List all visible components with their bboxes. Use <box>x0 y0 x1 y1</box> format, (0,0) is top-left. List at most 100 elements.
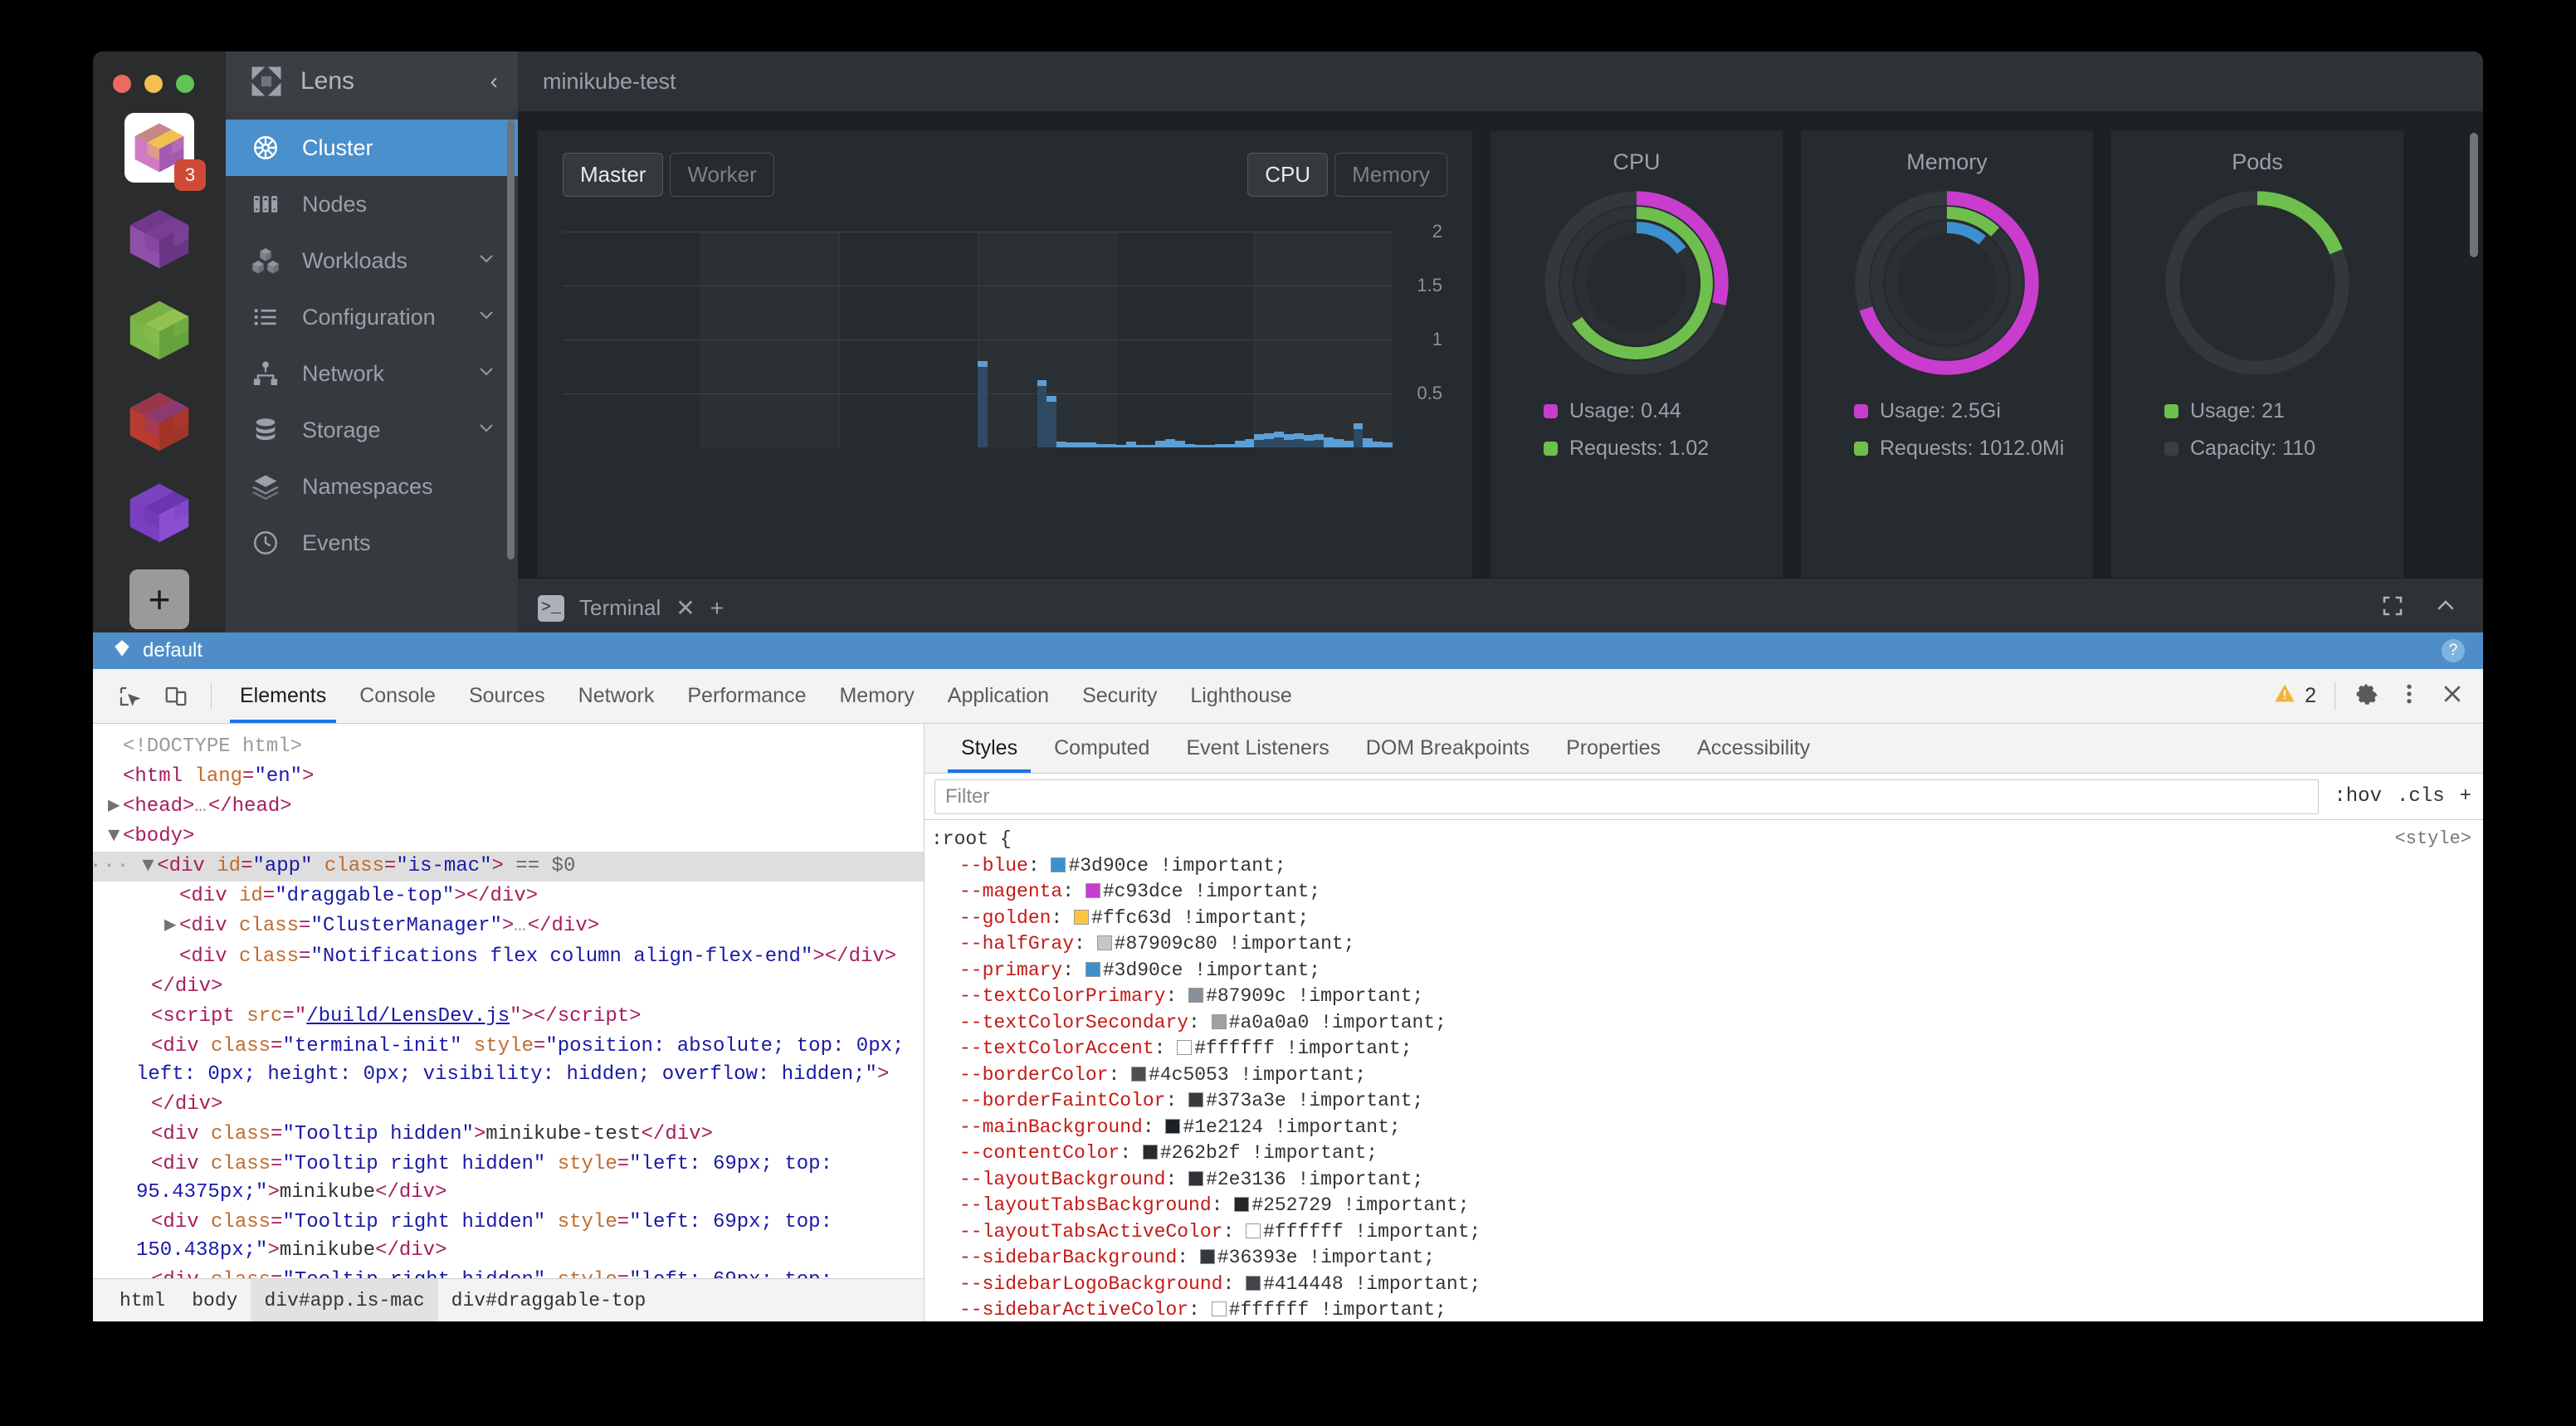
dom-tree-node[interactable]: <div class="terminal-init" style="positi… <box>136 1034 916 1086</box>
css-property-name[interactable]: --primary <box>959 959 1063 981</box>
css-property-value[interactable]: #a0a0a0 !important; <box>1228 1011 1447 1033</box>
dom-tree-node[interactable]: <div id="draggable-top"></div> <box>179 885 539 908</box>
tab-console[interactable]: Console <box>359 684 436 707</box>
css-property-name[interactable]: --borderColor <box>959 1063 1109 1086</box>
cluster-icon-3[interactable] <box>124 295 194 365</box>
css-property-name[interactable]: --sidebarLogoBackground <box>959 1272 1223 1295</box>
dom-tree-node[interactable]: <div class="Notifications flex column al… <box>179 945 897 968</box>
styles-tab-accessibility[interactable]: Accessibility <box>1697 736 1811 759</box>
css-declaration[interactable]: --layoutBackground: #2e3136 !important; <box>959 1168 1424 1190</box>
tab-network[interactable]: Network <box>578 684 655 707</box>
css-property-value[interactable]: #ffffff !important; <box>1194 1038 1412 1059</box>
sidebar-item-namespaces[interactable]: Namespaces <box>226 458 518 515</box>
css-declaration[interactable]: --mainBackground: #1e2124 !important; <box>959 1116 1401 1138</box>
minimize-window-button[interactable] <box>144 75 163 93</box>
add-cluster-button[interactable]: + <box>129 569 189 629</box>
color-swatch[interactable] <box>1165 1118 1181 1134</box>
tab-performance[interactable]: Performance <box>687 684 807 707</box>
cpu-button[interactable]: CPU <box>1247 153 1329 197</box>
css-property-name[interactable]: --layoutBackground <box>959 1168 1166 1190</box>
css-property-name[interactable]: --textColorSecondary <box>959 1011 1189 1033</box>
css-property-value[interactable]: #c93dce !important; <box>1102 881 1321 902</box>
expand-twisty[interactable]: ▼ <box>142 855 154 878</box>
chevron-down-icon[interactable] <box>476 361 496 386</box>
css-property-value[interactable]: #87909c !important; <box>1206 985 1424 1007</box>
tab-lighthouse[interactable]: Lighthouse <box>1190 684 1292 707</box>
chevron-down-icon[interactable] <box>476 305 496 330</box>
css-property-value[interactable]: #ffffff !important; <box>1263 1220 1481 1243</box>
css-property-name[interactable]: --sidebarBackground <box>959 1247 1178 1268</box>
css-declaration[interactable]: --layoutTabsBackground: #252729 !importa… <box>959 1194 1470 1216</box>
color-swatch[interactable] <box>1199 1249 1215 1264</box>
expand-twisty[interactable]: ▶ <box>164 915 177 938</box>
dom-tree-node[interactable]: ▼ <body> <box>93 822 924 852</box>
dom-tree-node[interactable]: </div> <box>151 1092 223 1116</box>
css-declaration[interactable]: --textColorPrimary: #87909c !important; <box>959 985 1424 1007</box>
css-declaration[interactable]: --sidebarLogoBackground: #414448 !import… <box>959 1272 1481 1295</box>
css-property-name[interactable]: --layoutTabsBackground <box>959 1194 1212 1216</box>
css-declaration[interactable]: --contentColor: #262b2f !important; <box>959 1142 1378 1164</box>
dom-tree-node[interactable]: <div class="Tooltip hidden">minikube-tes… <box>151 1123 713 1146</box>
worker-button[interactable]: Worker <box>670 153 774 197</box>
color-swatch[interactable] <box>1246 1275 1261 1291</box>
chevron-down-icon[interactable] <box>476 248 496 273</box>
cluster-icon-5[interactable] <box>124 478 194 548</box>
chevron-left-icon[interactable]: ‹ <box>490 68 498 94</box>
css-declaration[interactable]: --borderFaintColor: #373a3e !important; <box>959 1090 1424 1111</box>
dom-tree-node[interactable]: </div> <box>151 974 223 998</box>
close-icon[interactable] <box>2440 681 2465 711</box>
cls-toggle-button[interactable]: .cls <box>2396 785 2445 808</box>
css-property-value[interactable]: #3d90ce !important; <box>1102 959 1321 981</box>
color-swatch[interactable] <box>1096 935 1112 950</box>
dom-tree-node[interactable]: <div class="Tooltip right hidden" style=… <box>93 1266 924 1278</box>
css-property-value[interactable]: #ffc63d !important; <box>1091 906 1310 929</box>
chevron-down-icon[interactable] <box>476 418 496 442</box>
css-property-value[interactable]: #414448 !important; <box>1263 1272 1481 1295</box>
dom-tree-node[interactable]: <script src="/build/LensDev.js"></script… <box>151 1004 642 1028</box>
breadcrumb-item[interactable]: div#app.is-mac <box>251 1279 438 1321</box>
chevron-up-icon[interactable] <box>2433 593 2458 623</box>
tab-application[interactable]: Application <box>947 684 1050 707</box>
css-declaration[interactable]: --magenta: #c93dce !important; <box>959 881 1321 902</box>
help-icon[interactable]: ? <box>2442 639 2465 662</box>
css-declaration[interactable]: --blue: #3d90ce !important; <box>959 854 1286 877</box>
styles-filter-input[interactable]: Filter <box>934 779 2320 814</box>
styles-tab-computed[interactable]: Computed <box>1054 736 1150 759</box>
css-declaration[interactable]: --halfGray: #87909c80 !important; <box>959 933 1355 955</box>
breadcrumb-item[interactable]: html <box>120 1289 166 1311</box>
color-swatch[interactable] <box>1085 961 1100 977</box>
styles-tab-event-listeners[interactable]: Event Listeners <box>1186 736 1329 759</box>
color-swatch[interactable] <box>1211 1301 1227 1316</box>
color-swatch[interactable] <box>1085 883 1100 898</box>
inspect-element-icon[interactable] <box>106 669 153 723</box>
sidebar-item-configuration[interactable]: Configuration <box>226 289 518 345</box>
styles-rule-list[interactable]: <style> :root { --blue: #3d90ce !importa… <box>925 820 2483 1321</box>
css-property-name[interactable]: --magenta <box>959 881 1063 902</box>
css-property-name[interactable]: --sidebarActiveColor <box>959 1299 1189 1321</box>
color-swatch[interactable] <box>1131 1066 1147 1082</box>
css-declaration[interactable]: --primary: #3d90ce !important; <box>959 959 1321 981</box>
tab-sources[interactable]: Sources <box>468 684 545 707</box>
css-declaration[interactable]: --sidebarActiveColor: #ffffff !important… <box>959 1299 1447 1321</box>
color-swatch[interactable] <box>1188 1092 1204 1107</box>
dom-tree-node[interactable]: ▶ <div class="ClusterManager">…</div> <box>93 911 924 941</box>
color-swatch[interactable] <box>1051 857 1066 872</box>
css-property-name[interactable]: --mainBackground <box>959 1116 1143 1138</box>
dom-tree-node[interactable]: ··· ▼ <div id="app" class="is-mac"> == $0 <box>93 852 924 882</box>
color-swatch[interactable] <box>1188 988 1204 1003</box>
expand-twisty[interactable]: ▼ <box>108 825 120 848</box>
dashboard-scrollbar[interactable] <box>2470 133 2478 257</box>
breadcrumb-item[interactable]: div#draggable-top <box>451 1289 646 1311</box>
css-declaration[interactable]: --sidebarBackground: #36393e !important; <box>959 1247 1436 1268</box>
cluster-icon-1[interactable]: 3 <box>124 113 206 191</box>
close-icon[interactable]: ✕ <box>676 595 695 621</box>
add-terminal-button[interactable]: + <box>710 594 724 621</box>
styles-tab-properties[interactable]: Properties <box>1566 736 1661 759</box>
style-source-link[interactable]: <style> <box>2394 828 2471 849</box>
sidebar-item-nodes[interactable]: Nodes <box>226 176 518 232</box>
color-swatch[interactable] <box>1246 1223 1261 1238</box>
css-property-name[interactable]: --layoutTabsActiveColor <box>959 1220 1223 1243</box>
css-declaration[interactable]: --textColorAccent: #ffffff !important; <box>959 1038 1412 1059</box>
tab-elements[interactable]: Elements <box>223 669 343 723</box>
settings-gear-icon[interactable] <box>2354 681 2378 711</box>
